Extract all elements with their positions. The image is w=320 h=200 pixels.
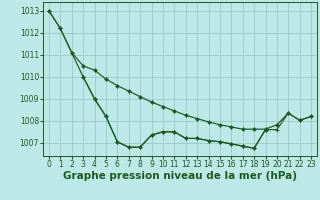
X-axis label: Graphe pression niveau de la mer (hPa): Graphe pression niveau de la mer (hPa)	[63, 171, 297, 181]
